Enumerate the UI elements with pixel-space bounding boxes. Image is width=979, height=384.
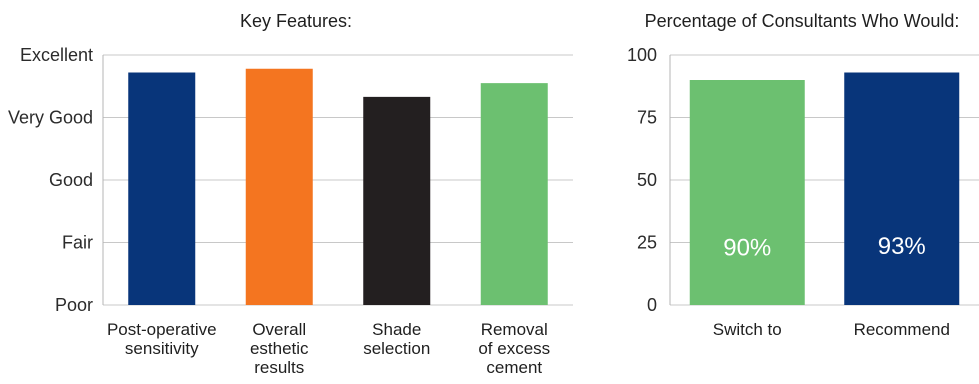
consultants-y-tick-label: 0	[647, 295, 657, 315]
key-features-bar	[128, 72, 196, 305]
key-features-chart-title: Key Features:	[240, 11, 352, 31]
consultants-chart-title: Percentage of Consultants Who Would:	[645, 11, 960, 31]
consultants-bar	[844, 72, 960, 305]
key-features-category-label: Removal of excess cement	[478, 320, 550, 377]
key-features-category-label: Post-operative sensitivity	[107, 320, 217, 358]
consultants-percentage-chart: Percentage of Consultants Who Would: 0 25 5…	[627, 11, 979, 339]
consultants-data-label: 90%	[723, 235, 771, 262]
consultants-y-tick-label: 75	[637, 108, 657, 128]
key-features-y-tick-label: Good	[49, 170, 93, 190]
consultants-y-tick-label: 50	[637, 170, 657, 190]
key-features-category-label: Shade selection	[363, 320, 430, 358]
key-features-bar	[245, 68, 313, 305]
consultants-y-tick-label: 100	[627, 45, 657, 65]
key-features-y-tick-label: Very Good	[8, 108, 93, 128]
key-features-category-label: Overall esthetic results	[250, 320, 309, 377]
consultants-category-label: Switch to	[713, 320, 782, 339]
consultants-y-tick-label: 25	[637, 233, 657, 253]
key-features-chart: Key Features: Poor Fair Good Very Good Excell…	[8, 11, 573, 377]
key-features-bar	[480, 83, 548, 305]
key-features-y-tick-label: Poor	[55, 295, 93, 315]
consultants-data-label: 93%	[878, 233, 926, 260]
key-features-y-tick-label: Excellent	[20, 45, 93, 65]
key-features-bar	[363, 96, 431, 305]
consultants-bar	[689, 80, 805, 305]
key-features-y-tick-label: Fair	[62, 233, 93, 253]
consultants-category-label: Recommend	[854, 320, 950, 339]
